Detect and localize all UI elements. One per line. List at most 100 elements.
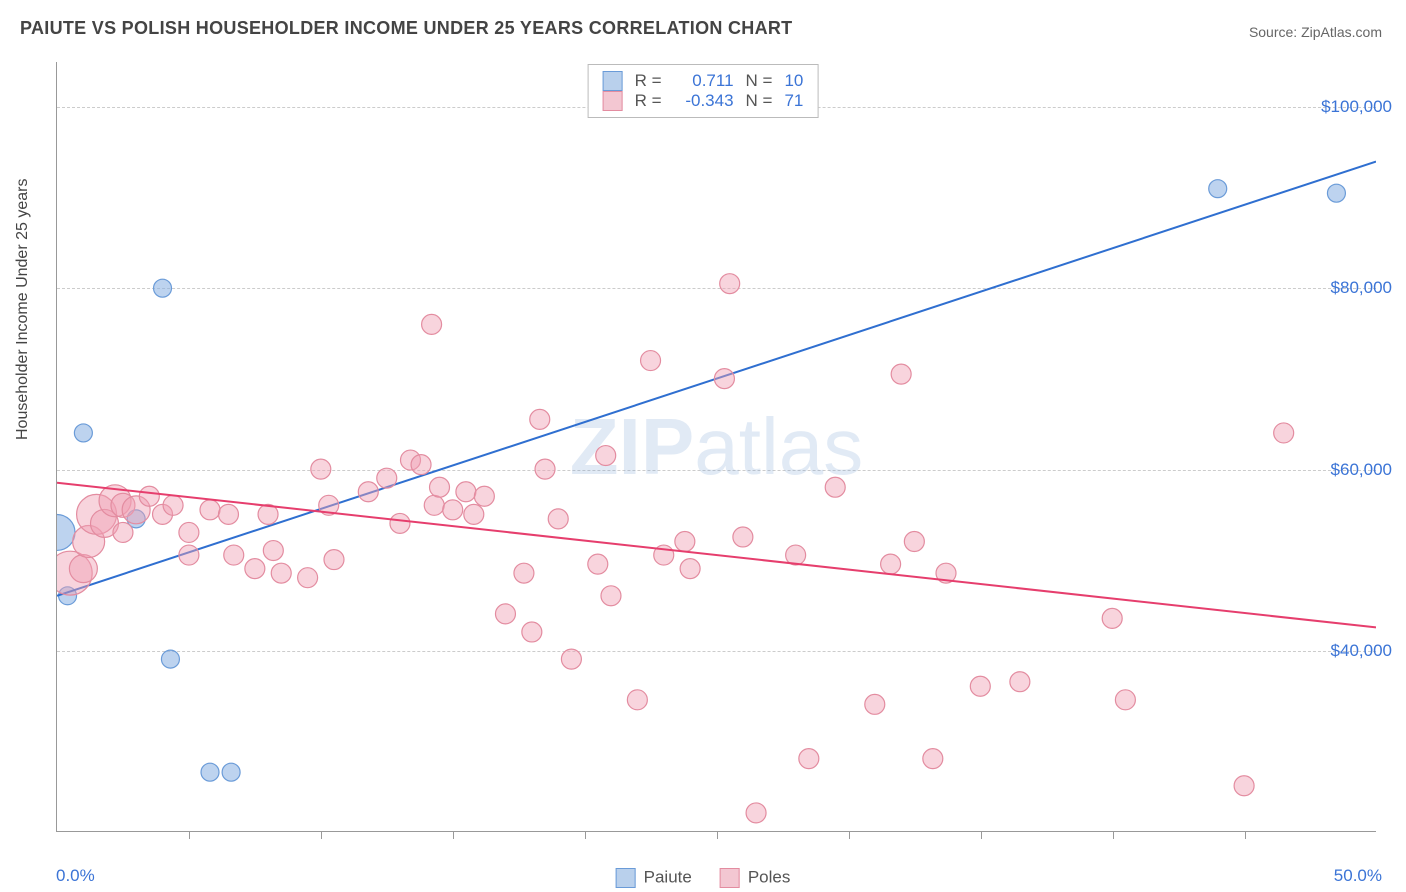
x-tick: [1245, 831, 1246, 839]
data-point: [464, 504, 484, 524]
data-point: [311, 459, 331, 479]
plot-area: ZIPatlas: [56, 62, 1376, 832]
data-point: [411, 455, 431, 475]
legend-n-label: N =: [746, 91, 773, 111]
data-point: [161, 650, 179, 668]
data-point: [224, 545, 244, 565]
data-point: [720, 274, 740, 294]
x-tick: [849, 831, 850, 839]
legend-label: Paiute: [644, 868, 692, 887]
data-point: [923, 749, 943, 769]
series-legend: Paiute Poles: [616, 867, 791, 888]
legend-r-value: -0.343: [674, 91, 734, 111]
data-point: [1234, 776, 1254, 796]
data-point: [514, 563, 534, 583]
data-point: [222, 763, 240, 781]
data-point: [561, 649, 581, 669]
data-point: [1274, 423, 1294, 443]
data-point: [799, 749, 819, 769]
data-point: [474, 486, 494, 506]
data-point: [535, 459, 555, 479]
legend-label: Poles: [748, 868, 791, 887]
data-point: [200, 500, 220, 520]
data-point: [163, 495, 183, 515]
data-point: [430, 477, 450, 497]
x-tick: [585, 831, 586, 839]
data-point: [358, 482, 378, 502]
x-tick: [189, 831, 190, 839]
data-point: [424, 495, 444, 515]
data-point: [825, 477, 845, 497]
data-point: [627, 690, 647, 710]
data-point: [746, 803, 766, 823]
x-axis-min-label: 0.0%: [56, 866, 95, 886]
data-point: [601, 586, 621, 606]
chart-title: PAIUTE VS POLISH HOUSEHOLDER INCOME UNDE…: [20, 18, 792, 39]
data-point: [113, 522, 133, 542]
trend-line: [57, 483, 1376, 628]
data-point: [1102, 608, 1122, 628]
data-point: [891, 364, 911, 384]
legend-r-label: R =: [635, 91, 662, 111]
data-point: [324, 550, 344, 570]
data-point: [139, 486, 159, 506]
data-point: [74, 424, 92, 442]
legend-item: Paiute: [616, 867, 692, 888]
correlation-legend: R = 0.711 N = 10R = -0.343 N = 71: [588, 64, 819, 118]
data-point: [154, 279, 172, 297]
data-point: [865, 694, 885, 714]
data-point: [218, 504, 238, 524]
data-point: [495, 604, 515, 624]
legend-swatch: [603, 91, 623, 111]
data-point: [298, 568, 318, 588]
data-point: [1327, 184, 1345, 202]
data-point: [680, 559, 700, 579]
data-point: [1115, 690, 1135, 710]
data-point: [675, 532, 695, 552]
data-point: [641, 351, 661, 371]
data-point: [530, 409, 550, 429]
legend-n-label: N =: [746, 71, 773, 91]
data-point: [377, 468, 397, 488]
data-point: [904, 532, 924, 552]
data-point: [263, 541, 283, 561]
data-point: [588, 554, 608, 574]
data-point: [1010, 672, 1030, 692]
data-point: [179, 522, 199, 542]
legend-row: R = -0.343 N = 71: [603, 91, 804, 111]
data-point: [733, 527, 753, 547]
data-point: [271, 563, 291, 583]
legend-r-value: 0.711: [674, 71, 734, 91]
data-point: [970, 676, 990, 696]
legend-swatch: [616, 868, 636, 888]
data-point: [443, 500, 463, 520]
data-point: [422, 314, 442, 334]
chart-svg: [57, 62, 1376, 831]
data-point: [245, 559, 265, 579]
legend-n-value: 71: [784, 91, 803, 111]
legend-n-value: 10: [784, 71, 803, 91]
data-point: [548, 509, 568, 529]
legend-swatch: [720, 868, 740, 888]
x-tick: [717, 831, 718, 839]
x-tick: [1113, 831, 1114, 839]
data-point: [456, 482, 476, 502]
x-tick: [981, 831, 982, 839]
data-point: [714, 369, 734, 389]
x-axis-max-label: 50.0%: [1334, 866, 1382, 886]
legend-item: Poles: [720, 867, 791, 888]
data-point: [596, 446, 616, 466]
x-tick: [453, 831, 454, 839]
data-point: [57, 514, 75, 550]
data-point: [1209, 180, 1227, 198]
data-point: [179, 545, 199, 565]
source-attribution: Source: ZipAtlas.com: [1249, 24, 1382, 40]
y-axis-label: Householder Income Under 25 years: [14, 179, 32, 440]
data-point: [390, 513, 410, 533]
data-point: [201, 763, 219, 781]
data-point: [881, 554, 901, 574]
legend-swatch: [603, 71, 623, 91]
data-point: [69, 555, 97, 583]
legend-row: R =0.711N =10: [603, 71, 804, 91]
data-point: [522, 622, 542, 642]
